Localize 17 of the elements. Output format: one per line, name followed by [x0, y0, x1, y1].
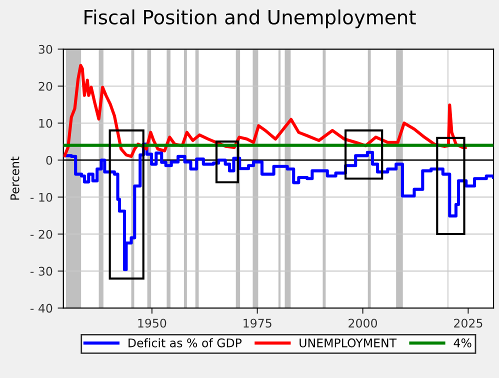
y-axis-title: Percent [10, 156, 20, 200]
x-tick-label: 2000 [348, 318, 378, 328]
y-tick-label: - 20 [30, 230, 52, 239]
y-tick-label: 0 [46, 156, 52, 165]
legend-label: 4% [454, 338, 472, 348]
chart-title: Fiscal Position and Unemployment [84, 9, 416, 28]
x-tick-label: 2025 [454, 318, 482, 328]
legend-label: UNEMPLOYMENT [300, 338, 397, 348]
legend-label: Deficit as % of GDP [128, 338, 242, 348]
x-tick-label: 1975 [244, 318, 272, 328]
y-tick-label: 20 [38, 82, 52, 91]
y-tick-label: - 40 [30, 304, 52, 313]
y-tick-label: 10 [39, 118, 52, 128]
y-tick-label: 30 [38, 44, 52, 54]
x-tick-label: 1950 [138, 318, 166, 328]
y-tick-label: - 30 [30, 266, 52, 276]
y-tick-label: - 10 [30, 192, 52, 202]
